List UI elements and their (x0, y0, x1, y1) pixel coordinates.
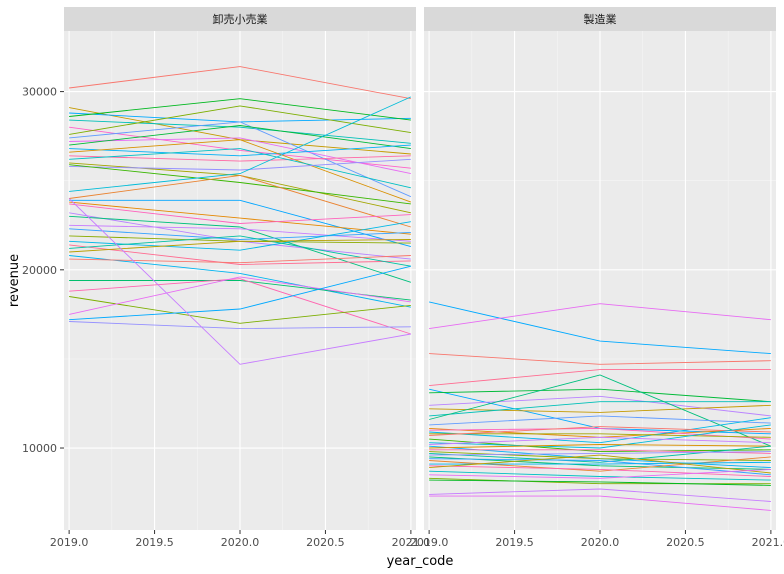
series-line (69, 144, 411, 157)
x-tick-label: 2020.0 (581, 536, 620, 549)
series-line (429, 454, 771, 474)
x-tick-label: 2020.5 (306, 536, 345, 549)
series-line (429, 433, 771, 438)
facet-strip-label: 製造業 (584, 12, 617, 26)
series-line (429, 444, 771, 449)
series-line (429, 468, 771, 479)
y-tick-label: 20000 (22, 264, 57, 277)
series-line (69, 201, 411, 235)
y-tick-label: 30000 (22, 86, 57, 99)
series-line (69, 137, 411, 175)
series-line (429, 495, 771, 511)
series-line (69, 224, 411, 242)
series-line (69, 321, 411, 330)
series-line (429, 451, 771, 461)
series-line (429, 445, 771, 463)
series-line (429, 426, 771, 436)
x-tick-label: 2020.0 (221, 536, 260, 549)
series-line (429, 401, 771, 417)
series-line (69, 255, 411, 308)
y-axis: 10000 20000 30000 (22, 86, 64, 455)
series-line (69, 203, 411, 224)
series-line (69, 119, 411, 144)
x-tick-label: 2019.5 (495, 536, 534, 549)
facet-strip (64, 7, 416, 31)
facets-group: 卸売小売業 2019.0 2019.5 2020.0 2020.5 2021.0 製造業 20… (50, 7, 784, 549)
series-line (429, 424, 771, 449)
facet-strip-label: 卸売小売業 (213, 12, 268, 26)
series-line (68, 198, 411, 365)
series-line (429, 479, 771, 486)
series-line (429, 461, 771, 465)
series-line (69, 155, 411, 162)
series-line (429, 415, 771, 426)
series-line (69, 255, 411, 264)
series-line (429, 427, 771, 440)
series-line (428, 374, 772, 447)
series-line (69, 239, 411, 253)
series-line (69, 66, 411, 100)
series-line (429, 369, 771, 387)
series-line (69, 96, 412, 192)
y-tick-label: 10000 (22, 442, 57, 455)
x-tick-label: 2021.0 (752, 536, 784, 549)
series-line (429, 438, 771, 453)
series-line (429, 395, 771, 417)
series-line (429, 458, 771, 476)
series-line (69, 278, 412, 335)
series-line (69, 215, 412, 283)
series-line (429, 436, 771, 445)
series-line (69, 228, 411, 240)
series-line (69, 105, 411, 135)
series-line (429, 303, 771, 330)
series-line (429, 388, 771, 403)
series-line (429, 417, 771, 444)
series-line (69, 139, 412, 203)
series-line (429, 488, 771, 502)
series-line (69, 235, 411, 267)
series-line (69, 148, 412, 189)
x-tick-label: 2019.0 (410, 536, 449, 549)
series-line (69, 98, 411, 121)
series-line (69, 265, 412, 321)
series-line (429, 404, 771, 413)
y-axis-title: revenue (7, 254, 22, 307)
series-line (69, 121, 412, 198)
series-line (69, 174, 412, 228)
series-line (69, 126, 411, 169)
series-line (69, 158, 411, 171)
x-tick-label: 2019.5 (135, 536, 174, 549)
series-line (429, 477, 771, 485)
series-line (429, 465, 771, 477)
facet-panel: 卸売小売業 2019.0 2019.5 2020.0 2020.5 2021.0 (50, 7, 430, 549)
series-line (429, 456, 771, 470)
x-tick-label: 2019.0 (50, 536, 89, 549)
x-tick-label: 2020.5 (666, 536, 705, 549)
series-line (429, 353, 771, 365)
facet-panel: 製造業 2019.0 2019.5 2020.0 2020.5 2021.0 (410, 7, 784, 549)
series-line (429, 451, 771, 456)
series-line (69, 296, 411, 324)
x-tick-label: 2021.0 (392, 536, 431, 549)
x-axis-title: year_code (387, 554, 454, 569)
series-line (429, 470, 771, 481)
series-line (69, 125, 411, 150)
facet-strip (424, 7, 776, 31)
series-line (428, 301, 771, 355)
series-line (69, 276, 411, 315)
series-line (69, 244, 411, 265)
series-line (69, 164, 411, 205)
